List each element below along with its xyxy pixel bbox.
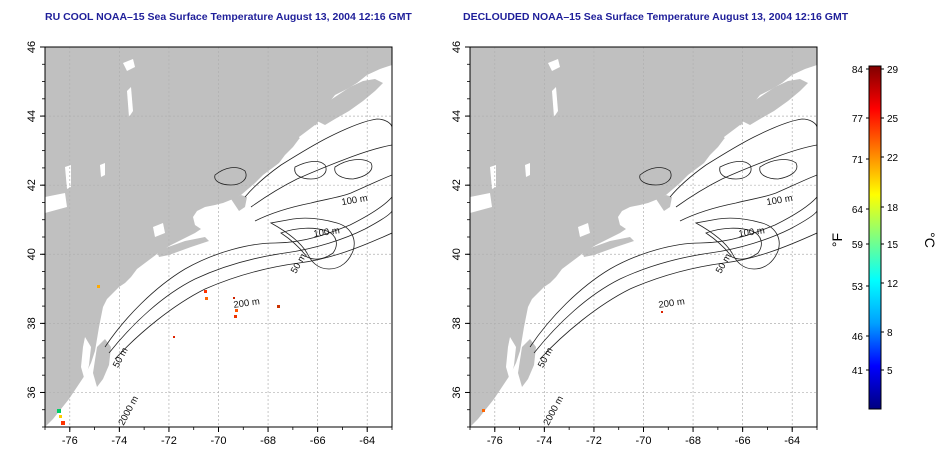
contour-line	[529, 196, 817, 348]
y-tick-label: 38	[451, 317, 463, 329]
colorbar-unit-f: °F	[829, 233, 845, 247]
left-panel-title: RU COOL NOAA–15 Sea Surface Temperature …	[45, 11, 412, 23]
y-tick-label: 44	[26, 110, 38, 122]
contour-line	[214, 167, 247, 186]
colorbar-f-label: 77	[852, 114, 864, 125]
right-panel-title: DECLOUDED NOAA–15 Sea Surface Temperatur…	[463, 11, 849, 23]
colorbar-f-label: 64	[852, 205, 864, 216]
x-tick-label: -72	[161, 435, 177, 447]
colorbar-c-label: 12	[887, 279, 899, 290]
contour-line	[675, 144, 817, 208]
x-tick-label: -76	[62, 435, 78, 447]
colorbar-f-label: 71	[852, 155, 864, 166]
colorbar-unit-c: °C	[922, 232, 938, 248]
colorbar: 84 77 71 64 59 53 46 41 29 25 22 18 15 12 8 5 °F °C	[829, 65, 938, 410]
contour-line	[244, 118, 392, 198]
contour-label: 100 m	[341, 193, 369, 208]
contour-line	[669, 118, 817, 198]
colorbar-c-label: 15	[887, 240, 899, 251]
x-tick-label: -72	[586, 435, 602, 447]
y-tick-label: 40	[26, 248, 38, 260]
contour-line	[269, 217, 355, 270]
contour-line	[639, 167, 672, 186]
sst-pixel	[97, 285, 100, 288]
contour-label: 100 m	[766, 193, 794, 208]
contour-line	[294, 161, 327, 180]
x-tick-label: -70	[636, 435, 652, 447]
contour-line	[719, 161, 752, 180]
y-tick-label: 42	[26, 179, 38, 191]
sst-pixel	[234, 315, 237, 318]
x-tick-label: -64	[359, 435, 375, 447]
sst-pixel	[57, 409, 61, 413]
x-tick-label: -64	[784, 435, 800, 447]
sst-pixel	[233, 297, 235, 299]
y-tick-label: 38	[26, 317, 38, 329]
y-tick-label: 46	[451, 41, 463, 53]
contour-label: 100 m	[738, 225, 766, 240]
x-tick-label: -76	[487, 435, 503, 447]
colorbar-f-label: 59	[852, 240, 864, 251]
contour-line	[108, 210, 392, 354]
bathymetry-contours	[529, 118, 817, 360]
contour-line	[679, 174, 817, 222]
sst-pixel	[173, 336, 175, 338]
x-tick-label: -68	[685, 435, 701, 447]
contour-line	[705, 227, 762, 260]
colorbar-c-label: 22	[887, 153, 899, 164]
contour-line	[114, 232, 392, 360]
contour-label: 100 m	[313, 225, 341, 240]
contour-line	[539, 232, 817, 360]
contour-line	[334, 159, 373, 180]
y-tick-label: 44	[451, 110, 463, 122]
contour-label: 200 m	[233, 296, 261, 311]
contour-label: 200 m	[658, 296, 686, 311]
contour-line	[250, 144, 392, 208]
colorbar-f-label: 53	[852, 282, 864, 293]
sst-pixel	[661, 311, 663, 313]
sst-pixel	[204, 290, 207, 293]
colorbar-c-label: 8	[887, 328, 893, 339]
x-tick-label: -66	[310, 435, 326, 447]
colorbar-c-label: 5	[887, 366, 893, 377]
contour-line	[759, 159, 798, 180]
colorbar-c-label: 18	[887, 203, 899, 214]
x-tick-label: -70	[211, 435, 227, 447]
colorbar-c-label: 29	[887, 65, 899, 76]
y-tick-label: 46	[26, 41, 38, 53]
x-tick-label: -66	[735, 435, 751, 447]
sst-pixel	[61, 421, 65, 425]
contour-line	[533, 210, 817, 354]
sst-pixel	[235, 309, 238, 312]
y-tick-label: 36	[26, 386, 38, 398]
y-tick-label: 40	[451, 248, 463, 260]
contour-line	[280, 227, 337, 260]
bathymetry-contours	[104, 118, 392, 360]
x-tick-label: -74	[536, 435, 552, 447]
y-tick-label: 36	[451, 386, 463, 398]
colorbar-f-label: 46	[852, 332, 864, 343]
contour-line	[104, 196, 392, 348]
x-tick-label: -68	[260, 435, 276, 447]
colorbar-c-label: 25	[887, 114, 899, 125]
contour-line	[254, 174, 392, 222]
sst-pixel	[482, 409, 485, 412]
sst-pixel	[59, 415, 62, 418]
sst-pixel	[205, 297, 208, 300]
colorbar-ramp	[868, 65, 882, 410]
colorbar-f-label: 84	[852, 65, 864, 76]
colorbar-f-label: 41	[852, 366, 864, 377]
y-tick-label: 42	[451, 179, 463, 191]
x-tick-label: -74	[111, 435, 127, 447]
sst-pixel	[277, 305, 280, 308]
contour-line	[694, 217, 780, 270]
